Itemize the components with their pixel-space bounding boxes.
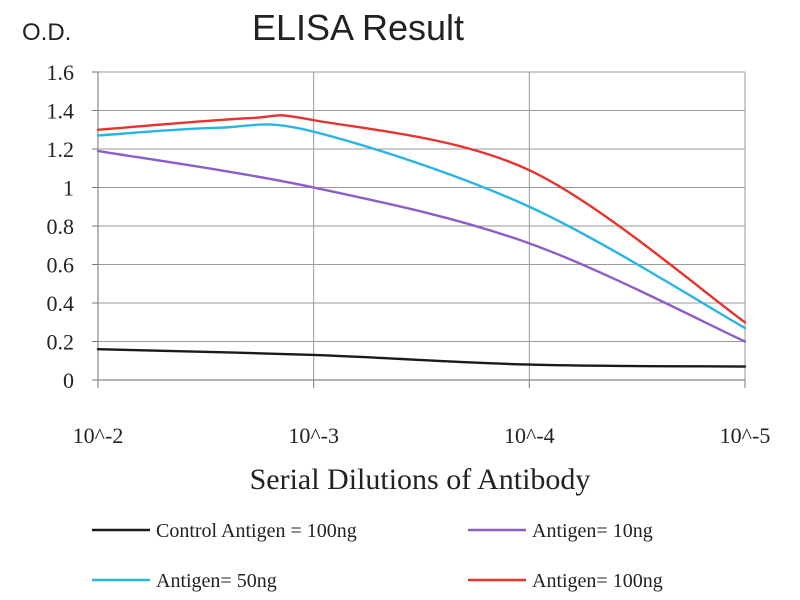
x-tick-labels: 10^-2 10^-3 10^-4 10^-5 <box>73 423 771 448</box>
chart-title: ELISA Result <box>252 7 464 48</box>
x-axis-label: Serial Dilutions of Antibody <box>250 463 591 496</box>
axes <box>92 71 746 388</box>
series-line-3 <box>96 114 747 324</box>
y-tick-label: 1.2 <box>47 137 75 162</box>
x-tick-label: 10^-5 <box>720 423 771 448</box>
x-tick-label: 10^-3 <box>288 423 339 448</box>
y-tick-label: 1.6 <box>47 60 75 85</box>
series-line-2 <box>96 123 747 330</box>
x-tick-label: 10^-2 <box>73 423 124 448</box>
y-tick-label: 1 <box>63 176 74 201</box>
gridlines <box>98 71 746 381</box>
y-tick-label: 0.8 <box>47 214 75 239</box>
legend-label: Antigen= 10ng <box>532 520 653 542</box>
y-axis-label: O.D. <box>22 19 71 46</box>
legend-label: Control Antigen = 100ng <box>156 520 357 542</box>
y-tick-label: 1.4 <box>47 99 75 124</box>
series-line-0 <box>96 348 747 368</box>
x-tick-label: 10^-4 <box>504 423 555 448</box>
y-tick-label: 0.6 <box>47 253 75 278</box>
legend: Control Antigen = 100ng Antigen= 10ng Anti… <box>92 520 663 592</box>
y-tick-label: 0 <box>63 368 74 393</box>
legend-label: Antigen= 50ng <box>156 570 277 592</box>
y-tick-label: 0.2 <box>47 330 75 355</box>
series-lines <box>96 114 747 368</box>
legend-label: Antigen= 100ng <box>532 570 663 592</box>
y-tick-label: 0.4 <box>47 291 75 316</box>
series-line-1 <box>96 149 747 343</box>
y-tick-labels: 0 0.2 0.4 0.6 0.8 1 1.2 1.4 1.6 <box>47 60 75 393</box>
